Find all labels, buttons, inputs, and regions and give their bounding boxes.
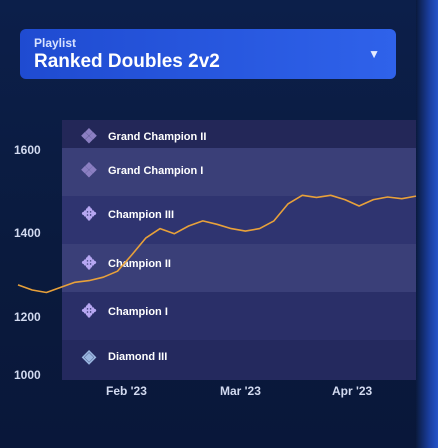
rank-band-champion-1 (62, 292, 416, 340)
chevron-down-icon: ▼ (368, 47, 380, 61)
rank-label: ✥ Champion III (78, 204, 174, 225)
grand-champion-icon: ❖ (80, 126, 98, 148)
rank-label: ❖ Grand Champion I (78, 158, 203, 183)
playlist-value: Ranked Doubles 2v2 (34, 51, 220, 72)
x-tick-label: Mar '23 (220, 384, 261, 398)
rank-label: ❖ Grand Champion II (78, 124, 206, 149)
side-panel-edge (416, 0, 438, 448)
playlist-dropdown[interactable]: Playlist Ranked Doubles 2v2 ▼ (20, 29, 396, 79)
rank-band-champion-3 (62, 196, 416, 244)
rank-history-chart: ❖ Grand Champion II ❖ Grand Champion I ✥… (0, 110, 438, 448)
y-tick-label: 1000 (14, 368, 41, 382)
x-tick-label: Feb '23 (106, 384, 147, 398)
rank-label: ✥ Champion II (78, 253, 171, 274)
grand-champion-icon: ❖ (80, 160, 98, 182)
mmr-series-line (17, 194, 417, 294)
rank-band-grand-champion-1 (62, 148, 416, 196)
rank-label: ✥ Champion I (78, 301, 167, 322)
playlist-label: Playlist (34, 36, 77, 50)
champion-icon: ✥ (81, 204, 97, 224)
y-tick-label: 1400 (14, 226, 41, 240)
x-tick-label: Apr '23 (332, 384, 373, 398)
champion-icon: ✥ (81, 301, 97, 321)
rank-band-grand-champion-2 (62, 120, 416, 148)
y-tick-label: 1200 (14, 310, 41, 324)
diamond-icon: ◈ (82, 346, 96, 366)
y-tick-label: 1600 (14, 143, 41, 157)
champion-icon: ✥ (81, 253, 97, 273)
rank-band-diamond-3 (62, 340, 416, 380)
rank-label: ◈ Diamond III (78, 346, 167, 367)
